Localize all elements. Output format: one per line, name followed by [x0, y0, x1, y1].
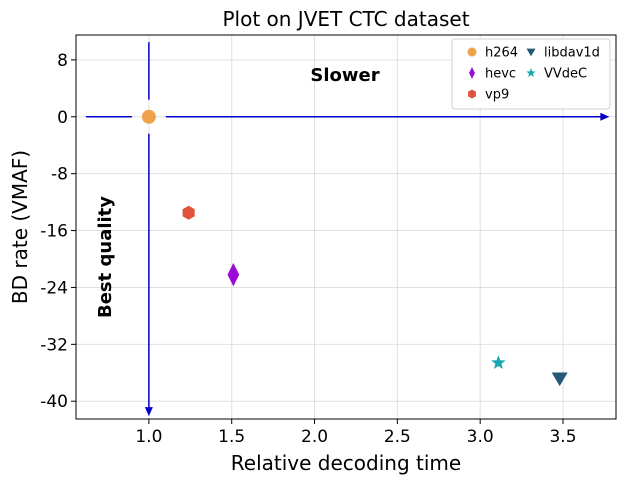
y-tick-label: -8	[51, 165, 68, 185]
y-tick-label: -40	[40, 392, 68, 412]
legend: h264 hevc vp9 libdav1d VVdeC	[451, 38, 611, 110]
marker-vvdec	[491, 355, 506, 370]
x-axis-title: Relative decoding time	[231, 451, 461, 475]
legend-marker-h264	[467, 47, 477, 57]
x-tick-label: 2.0	[301, 427, 328, 447]
x-tick-label: 1.5	[218, 427, 245, 447]
legend-label-vvdec: VVdeC	[544, 67, 587, 82]
plot-area-frame	[75, 34, 617, 420]
marker-hevc	[227, 262, 240, 287]
x-tick-label: 2.5	[384, 427, 411, 447]
legend-marker-libdav1d	[526, 48, 536, 57]
axis-ticks: 1.0 1.5 2.0 2.5 3.0 3.5 8 0 -8 -16 -24 -32 -40	[40, 51, 576, 447]
legend-label-hevc: hevc	[485, 67, 516, 82]
y-tick-label: 8	[57, 51, 68, 71]
x-tick-label: 3.5	[549, 427, 576, 447]
legend-marker-vvdec	[526, 68, 536, 78]
y-axis-title: BD rate (VMAF)	[8, 150, 32, 304]
y-tick-label: -32	[40, 335, 68, 355]
arrow-head-right	[600, 112, 610, 121]
marker-h264	[141, 109, 156, 124]
y-tick-label: -24	[40, 278, 68, 298]
annotation-arrows	[85, 42, 610, 417]
annotation-best-quality: Best quality	[95, 196, 116, 318]
annotation-slower: Slower	[310, 65, 379, 86]
y-tick-label: -16	[40, 222, 68, 242]
marker-libdav1d	[551, 372, 568, 387]
legend-label-vp9: vp9	[485, 88, 509, 103]
y-tick-label: 0	[57, 108, 68, 128]
data-markers	[141, 109, 568, 387]
legend-label-libdav1d: libdav1d	[544, 46, 600, 61]
chart-title: Plot on JVET CTC dataset	[222, 7, 469, 31]
arrow-head-down	[144, 407, 153, 417]
x-tick-label: 3.0	[467, 427, 494, 447]
legend-marker-vp9	[468, 89, 476, 99]
x-tick-label: 1.0	[135, 427, 162, 447]
marker-vp9	[182, 205, 195, 220]
legend-label-h264: h264	[485, 46, 518, 61]
legend-marker-hevc	[469, 67, 475, 79]
